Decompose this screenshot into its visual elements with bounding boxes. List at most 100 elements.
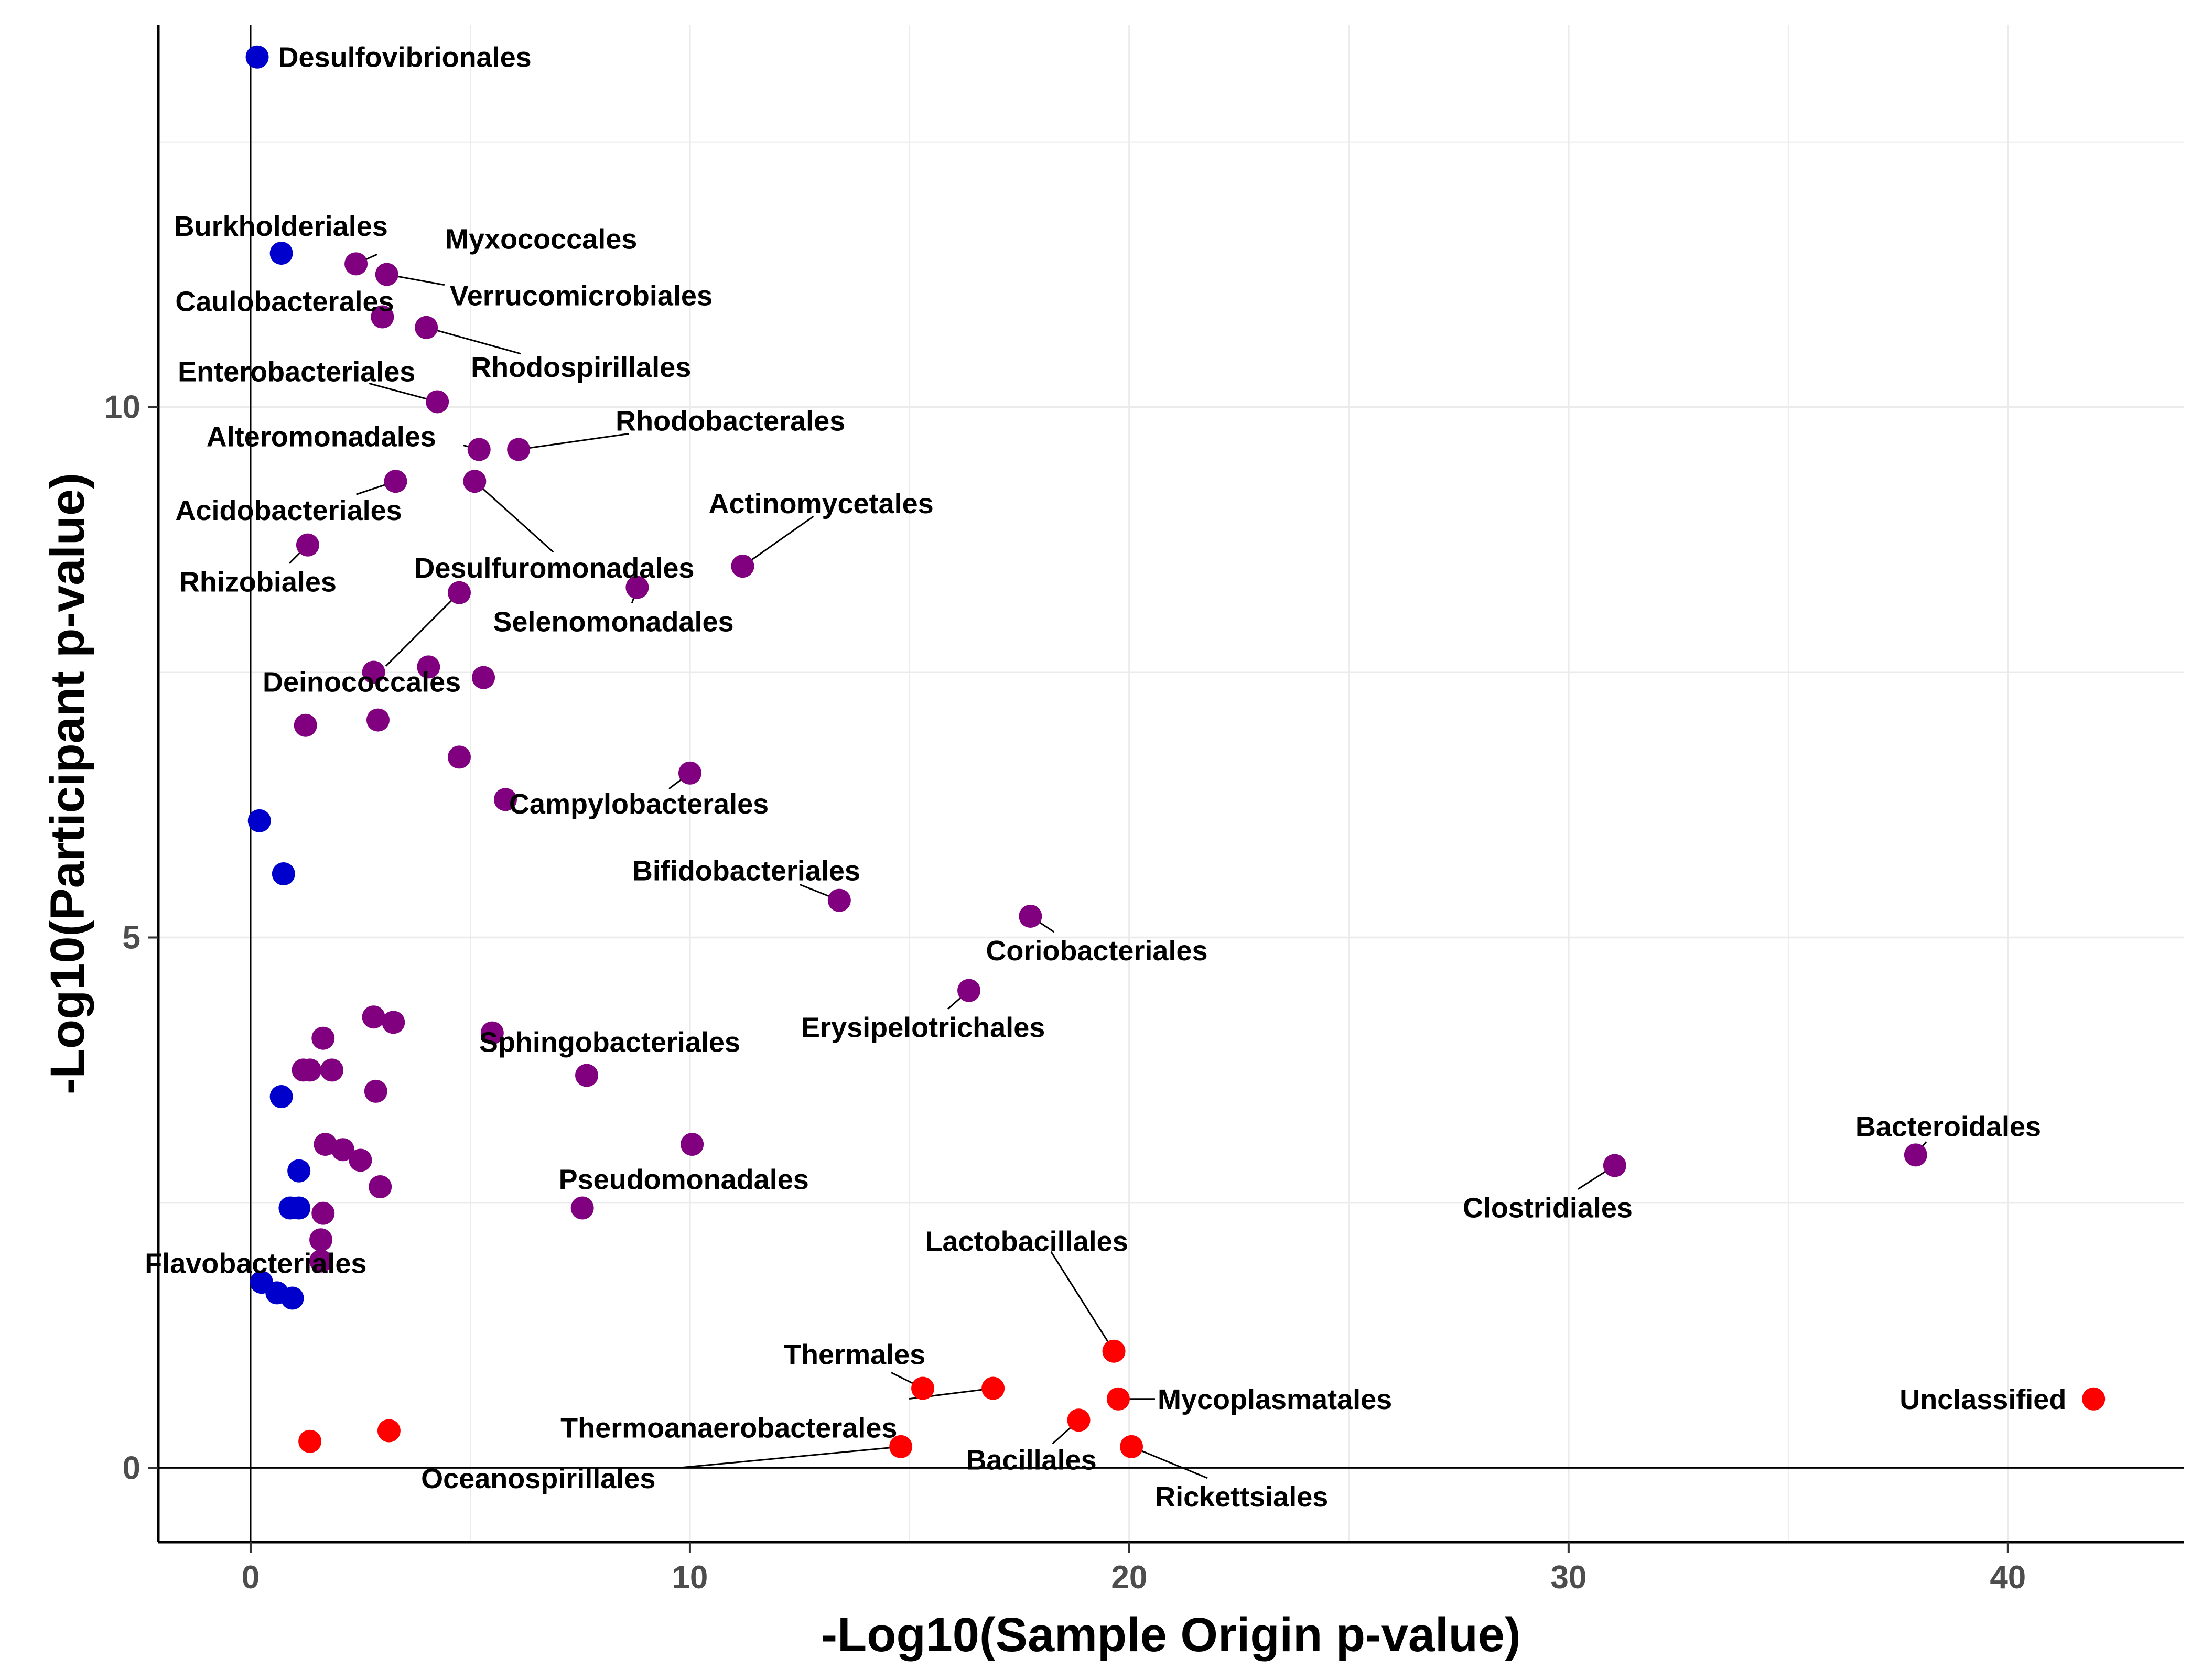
point-purple (467, 438, 491, 461)
point-purple (311, 1201, 335, 1225)
point-label: Desulfovibrionales (278, 42, 532, 73)
point-purple (375, 263, 398, 286)
point-purple (309, 1249, 333, 1273)
point-label: Caulobacterales (175, 286, 394, 318)
point-purple (426, 390, 449, 414)
leader-line (742, 515, 814, 567)
point-purple (371, 305, 394, 329)
point-label: Desulfuromonadales (414, 552, 694, 584)
leader-line (518, 433, 629, 450)
point-blue (269, 242, 293, 265)
x-tick-label: 30 (1550, 1559, 1586, 1596)
leader-line (1131, 1446, 1208, 1479)
point-purple (384, 470, 407, 493)
point-purple (957, 979, 981, 1002)
point-label: Lactobacillales (925, 1226, 1128, 1258)
point-purple (309, 1228, 333, 1252)
point-purple (415, 316, 438, 339)
point-purple (369, 1175, 392, 1199)
leader-line (426, 327, 521, 355)
point-label: Thermoanaerobacterales (560, 1413, 897, 1444)
point-purple (364, 1079, 387, 1103)
point-purple (731, 555, 754, 578)
point-label: Verrucomicrobiales (450, 280, 713, 312)
point-red (889, 1435, 913, 1458)
point-purple (1019, 904, 1042, 928)
point-purple (575, 1064, 599, 1087)
point-blue (269, 1085, 293, 1109)
point-purple (678, 761, 701, 785)
point-blue (287, 1159, 311, 1183)
point-purple (448, 581, 471, 604)
point-label: Pseudomonadales (559, 1164, 809, 1196)
y-axis-title: -Log10(Participant p-value) (41, 473, 94, 1094)
point-red (1106, 1387, 1130, 1411)
x-tick-label: 0 (242, 1559, 260, 1596)
point-purple (298, 1058, 322, 1082)
point-red (298, 1429, 322, 1453)
point-label: Rhodospirillales (471, 352, 691, 383)
point-label: Thermales (784, 1339, 925, 1371)
y-tick-label: 0 (123, 1450, 141, 1486)
point-blue (245, 45, 269, 69)
point-blue (287, 1196, 311, 1220)
point-label: Coriobacteriales (986, 935, 1207, 967)
y-tick-label: 10 (104, 389, 141, 426)
leader-line (474, 481, 554, 553)
point-red (911, 1376, 935, 1400)
point-label: Sphingobacteriales (479, 1027, 740, 1058)
point-blue (280, 1286, 304, 1310)
leader-line (681, 1446, 901, 1469)
point-label: Enterobacteriales (178, 356, 415, 387)
point-purple (448, 745, 471, 769)
point-purple (314, 1133, 337, 1156)
leader-line (1050, 1251, 1115, 1352)
point-purple (294, 713, 317, 737)
point-label: Campylobacterales (509, 788, 769, 820)
point-purple (344, 252, 368, 276)
point-red (981, 1376, 1005, 1400)
point-label: Bifidobacteriales (632, 855, 860, 887)
point-label: Flavobacteriales (145, 1248, 366, 1280)
point-label: Unclassified (1899, 1384, 2066, 1415)
point-purple (472, 666, 495, 689)
point-label: Acidobacteriales (175, 495, 402, 526)
point-purple (681, 1133, 704, 1156)
point-label: Myxococcales (445, 223, 637, 255)
plot-panel (158, 25, 2184, 1542)
point-label: Alteromonadales (207, 421, 436, 453)
point-label: Rhodobacterales (616, 406, 845, 437)
point-red (1067, 1408, 1091, 1432)
x-axis-title: -Log10(Sample Origin p-value) (821, 1608, 1520, 1662)
point-label: Rhizobiales (179, 567, 337, 598)
point-label: Bacillales (966, 1444, 1097, 1476)
point-purple (417, 655, 440, 679)
point-purple (362, 660, 385, 684)
point-purple (570, 1196, 594, 1220)
point-label: Deinococcales (263, 667, 461, 698)
x-tick-label: 20 (1111, 1559, 1147, 1596)
leader-line (385, 592, 460, 667)
point-purple (320, 1058, 343, 1082)
point-purple (827, 888, 851, 912)
point-label: Burkholderiales (174, 211, 388, 242)
point-purple (296, 533, 319, 557)
point-purple (362, 1005, 385, 1029)
point-purple (366, 708, 390, 732)
point-red (2082, 1387, 2106, 1411)
point-red (377, 1419, 401, 1443)
point-blue (247, 809, 271, 832)
point-label: Mycoplasmatales (1158, 1384, 1392, 1415)
leader-line (369, 382, 438, 403)
point-purple (1904, 1143, 1927, 1167)
x-tick-label: 40 (1990, 1559, 2026, 1596)
point-purple (463, 470, 487, 493)
point-purple (331, 1138, 354, 1162)
point-red (1102, 1339, 1126, 1363)
point-purple (349, 1148, 372, 1172)
point-label: Selenomonadales (493, 606, 733, 638)
point-label: Bacteroidales (1855, 1111, 2041, 1142)
point-purple (507, 438, 531, 461)
